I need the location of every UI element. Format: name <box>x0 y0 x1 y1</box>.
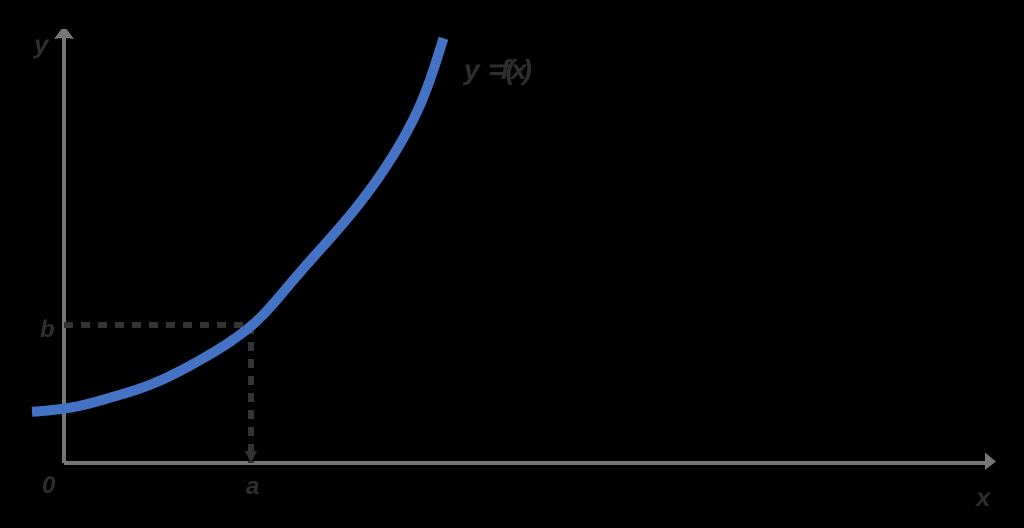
svg-text:y: y <box>462 54 481 85</box>
svg-text:x: x <box>974 482 992 512</box>
svg-text:y: y <box>32 29 50 59</box>
svg-text:b: b <box>40 316 55 343</box>
svg-text:a: a <box>246 473 259 500</box>
svg-text:=f(x): =f(x) <box>488 54 532 85</box>
svg-text:0: 0 <box>42 472 56 499</box>
